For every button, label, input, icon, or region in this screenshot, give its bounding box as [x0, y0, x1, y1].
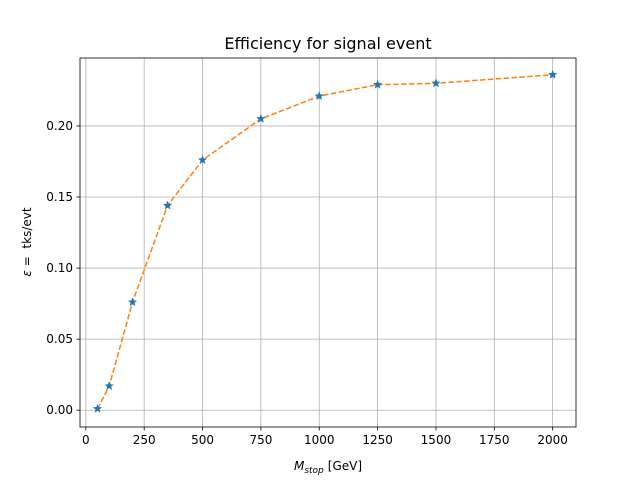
- y-tick-label: 0.05: [46, 332, 73, 346]
- data-point-star: [256, 113, 266, 123]
- x-tick-label: 1500: [421, 433, 452, 447]
- x-tick-label: 0: [82, 433, 90, 447]
- data-point-star: [127, 297, 138, 307]
- y-tick-label: 0.20: [46, 119, 73, 133]
- grid: [80, 58, 576, 427]
- data-point-star: [547, 69, 558, 79]
- x-tick-label: 2000: [537, 433, 568, 447]
- data-point-star: [92, 403, 103, 413]
- ticks: 0 250 500 750 1000 1250 1500 1750 2000 0.00 0.05 0.…: [46, 119, 568, 447]
- x-tick-label: 1250: [362, 433, 393, 447]
- x-tick-label: 500: [191, 433, 214, 447]
- data-point-star: [431, 78, 441, 88]
- x-tick-label: 1750: [479, 433, 510, 447]
- y-axis-label: ε = tks/evt: [20, 207, 34, 276]
- x-axis-subscript: stop: [304, 466, 324, 476]
- data-point-star: [104, 381, 114, 391]
- y-tick-label: 0.10: [46, 261, 73, 275]
- data-point-star: [197, 155, 208, 165]
- x-axis-symbol: M: [294, 459, 305, 473]
- series-layer: [92, 69, 558, 413]
- y-tick-label: 0.15: [46, 190, 73, 204]
- data-point-star: [314, 91, 325, 101]
- data-point-star: [372, 79, 383, 89]
- series-line: [96, 74, 553, 410]
- x-axis-label: Mstop [GeV]: [294, 459, 362, 476]
- x-tick-label: 250: [133, 433, 156, 447]
- plot-frame: [79, 57, 577, 428]
- data-point-star: [162, 200, 173, 210]
- y-axis-symbol: ε: [20, 270, 34, 277]
- chart-title: Efficiency for signal event: [224, 34, 431, 53]
- x-tick-label: 750: [249, 433, 272, 447]
- y-tick-label: 0.00: [46, 403, 73, 417]
- x-tick-label: 1000: [304, 433, 335, 447]
- x-axis-unit: [GeV]: [328, 459, 362, 473]
- y-axis-text: = tks/evt: [20, 207, 34, 270]
